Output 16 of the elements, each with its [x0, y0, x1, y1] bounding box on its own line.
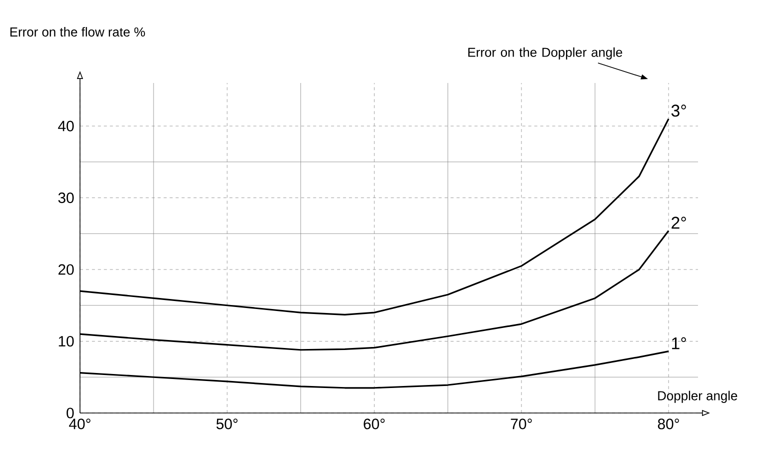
x-axis-title: Doppler angle [658, 390, 738, 403]
series-label: 1° [672, 337, 686, 350]
text: Error on the Doppler angle [468, 47, 622, 60]
y-axis-title: Error on the flow rate % [10, 27, 145, 37]
x-tick-label: 70° [510, 418, 532, 430]
x-tick-label: 60° [364, 418, 385, 430]
y-tick-label: 30 [58, 192, 74, 204]
x-tick-label: 50° [216, 418, 238, 430]
series-label: 3° [671, 104, 686, 117]
y-tick-label: 40 [58, 120, 74, 132]
y-tick-label: 10 [58, 336, 74, 347]
y-tick-label: 0 [66, 408, 74, 418]
x-tick-label: 80° [658, 418, 679, 430]
series-label: 2° [672, 216, 686, 229]
x-tick-label: 40° [69, 418, 90, 430]
y-tick-label: 20 [58, 264, 74, 275]
